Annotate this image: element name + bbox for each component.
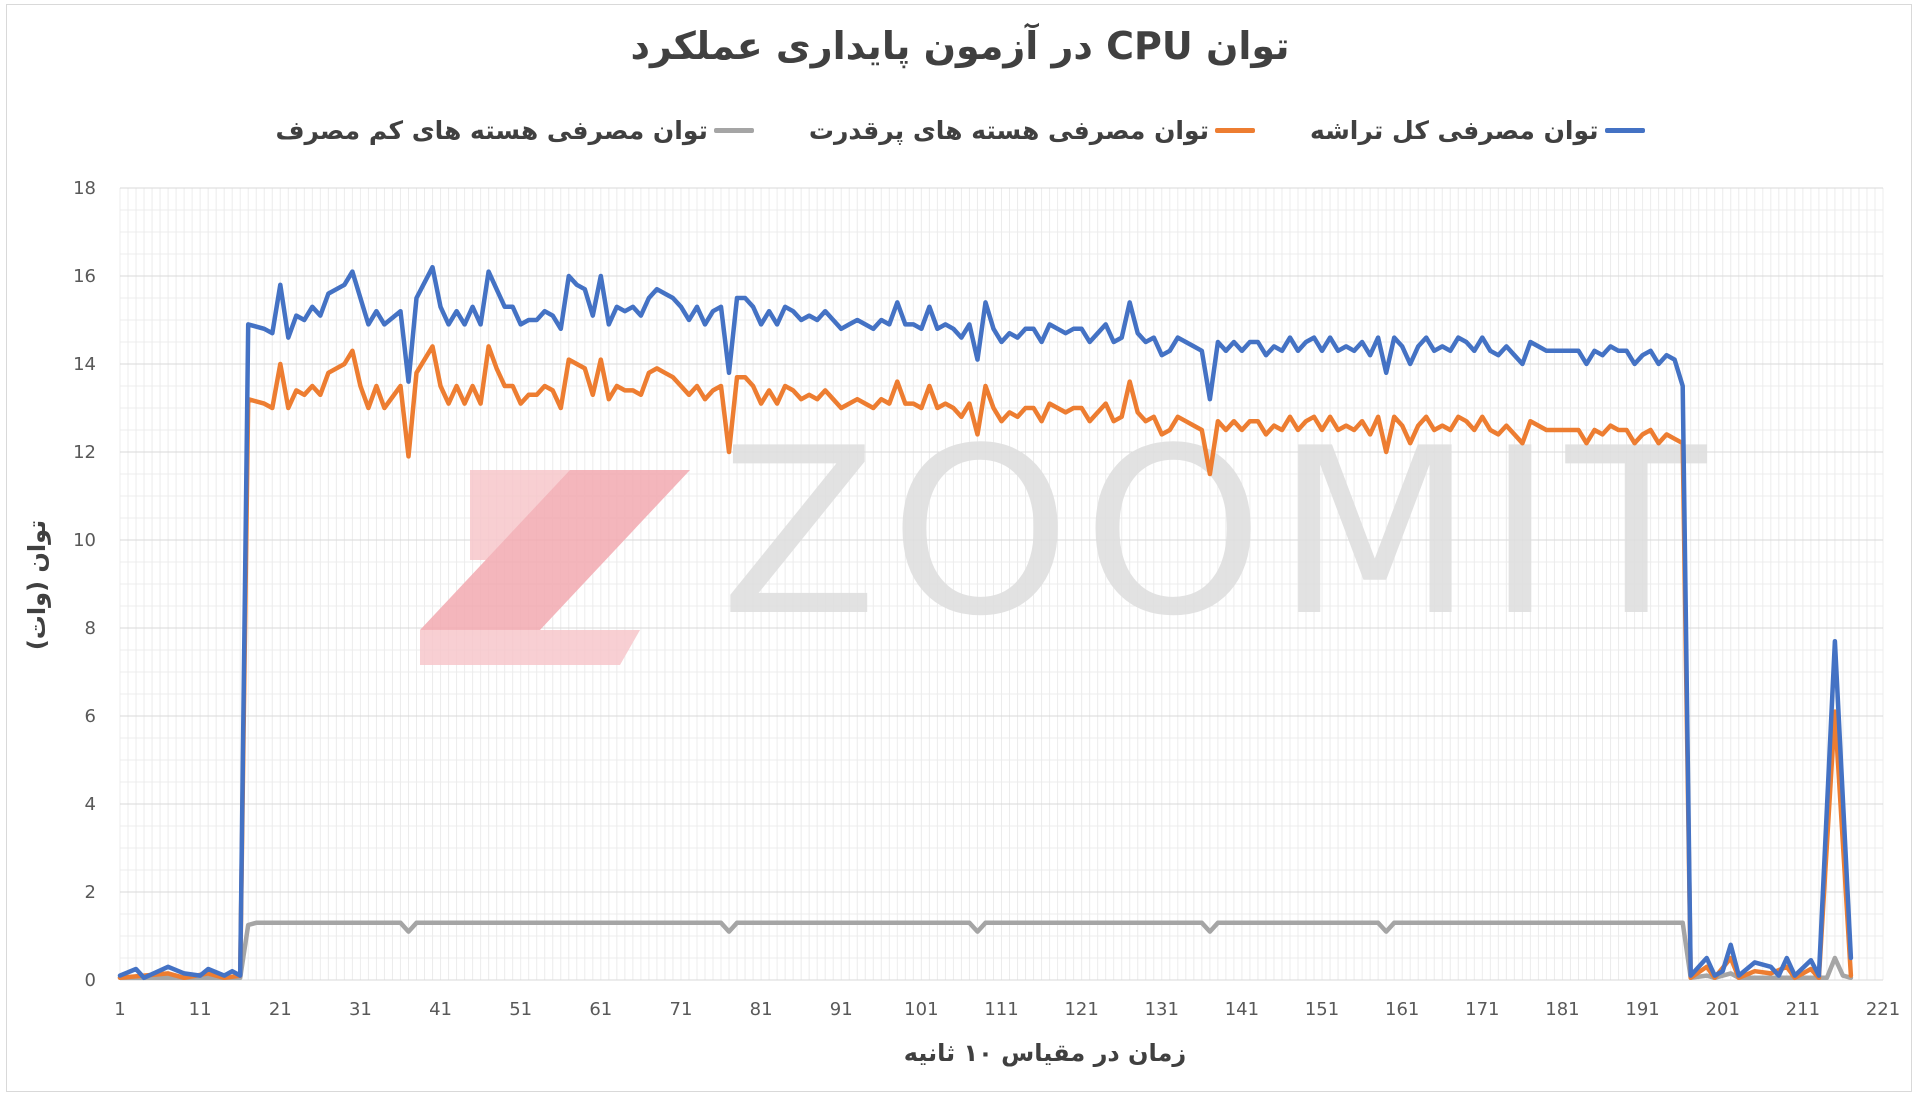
x-axis-ticks: 1 11 21 31 41 51 61 71 81 91 101 111 121 131 141 151 161…	[114, 999, 1900, 1020]
x-tick-label: 111	[984, 999, 1018, 1020]
y-tick-label: 8	[85, 618, 96, 639]
x-tick-label: 151	[1305, 999, 1339, 1020]
watermark: ZOOMIT	[420, 400, 1718, 667]
x-tick-label: 71	[670, 999, 693, 1020]
y-tick-label: 6	[85, 706, 96, 727]
x-tick-label: 191	[1625, 999, 1659, 1020]
y-tick-label: 0	[85, 970, 96, 991]
series-lines	[117, 264, 1854, 981]
x-tick-label: 171	[1465, 999, 1499, 1020]
watermark-text: ZOOMIT	[720, 400, 1718, 667]
x-tick-label: 161	[1385, 999, 1419, 1020]
chart-legend: توان مصرفی کل تراشه توان مصرفی هسته های …	[0, 110, 1920, 150]
x-tick-label: 101	[904, 999, 938, 1020]
x-tick-label: 1	[114, 999, 125, 1020]
x-axis-title: زمان در مقیاس ۱۰ ثانیه	[904, 1039, 1186, 1067]
x-tick-label: 221	[1866, 999, 1900, 1020]
x-tick-label: 131	[1145, 999, 1179, 1020]
series-line-performance	[117, 344, 1854, 981]
series-line-total	[117, 264, 1854, 981]
y-tick-label: 4	[85, 794, 96, 815]
x-tick-label: 51	[509, 999, 532, 1020]
plot-grid	[119, 187, 1884, 981]
watermark-logo-icon	[420, 470, 690, 665]
y-tick-label: 12	[73, 442, 96, 463]
legend-swatch-efficiency	[713, 127, 754, 133]
legend-label-efficiency: توان مصرفی هسته های کم مصرف	[275, 115, 708, 145]
legend-label-performance: توان مصرفی هسته های پرقدرت	[808, 115, 1210, 145]
chart-title: توان CPU در آزمون پایداری عملکرد	[630, 24, 1290, 68]
x-tick-label: 31	[349, 999, 372, 1020]
legend-swatch-total	[1604, 127, 1645, 133]
y-tick-label: 18	[73, 178, 96, 199]
x-tick-label: 11	[189, 999, 212, 1020]
y-tick-label: 16	[73, 266, 96, 287]
x-tick-label: 81	[750, 999, 773, 1020]
x-tick-label: 201	[1706, 999, 1740, 1020]
y-tick-label: 14	[73, 354, 96, 375]
y-axis-ticks: 0 2 4 6 8 10 12 14 16 18	[73, 178, 96, 991]
x-tick-label: 91	[830, 999, 853, 1020]
legend-label-total: توان مصرفی کل تراشه	[1310, 115, 1599, 145]
x-tick-label: 181	[1545, 999, 1579, 1020]
legend-item-efficiency: توان مصرفی هسته های کم مصرف	[275, 110, 754, 150]
series-line-efficiency	[117, 920, 1854, 981]
y-tick-label: 2	[85, 882, 96, 903]
legend-item-performance: توان مصرفی هسته های پرقدرت	[808, 110, 1256, 150]
y-tick-label: 10	[73, 530, 96, 551]
legend-item-total: توان مصرفی کل تراشه	[1310, 110, 1645, 150]
x-tick-label: 21	[269, 999, 292, 1020]
x-tick-label: 121	[1064, 999, 1098, 1020]
x-tick-label: 61	[589, 999, 612, 1020]
x-tick-label: 141	[1225, 999, 1259, 1020]
legend-swatch-performance	[1215, 127, 1256, 133]
x-tick-label: 41	[429, 999, 452, 1020]
x-tick-label: 211	[1786, 999, 1820, 1020]
y-axis-title: توان (وات)	[23, 520, 51, 650]
chart-frame	[6, 4, 1912, 1092]
